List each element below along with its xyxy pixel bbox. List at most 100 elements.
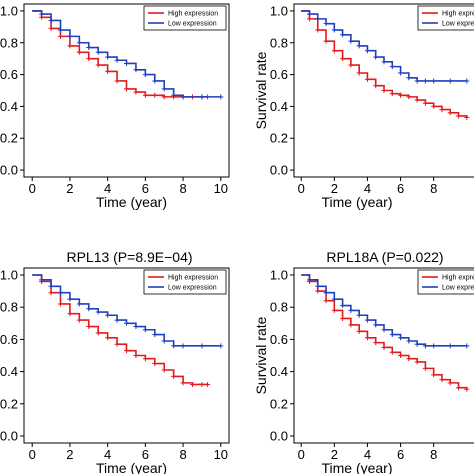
censor-mark bbox=[161, 338, 167, 344]
censor-mark bbox=[422, 365, 428, 371]
censor-mark bbox=[447, 380, 453, 386]
censor-mark bbox=[105, 68, 111, 74]
censor-mark bbox=[39, 277, 45, 283]
censor-mark bbox=[152, 92, 158, 98]
censor-mark bbox=[315, 16, 321, 22]
y-tick-label: 0.4 bbox=[270, 364, 288, 379]
censor-mark bbox=[464, 78, 470, 84]
legend-box bbox=[417, 5, 474, 31]
x-tick-label: 0 bbox=[298, 181, 305, 196]
censor-mark bbox=[76, 301, 82, 307]
censor-mark bbox=[133, 89, 139, 95]
censor-mark bbox=[406, 338, 412, 344]
censor-mark bbox=[218, 343, 224, 349]
censor-mark bbox=[398, 70, 404, 76]
censor-mark bbox=[356, 312, 362, 318]
censor-mark bbox=[464, 343, 470, 349]
y-tick-label: 0.2 bbox=[0, 396, 18, 411]
censor-mark bbox=[199, 343, 205, 349]
censor-mark bbox=[152, 332, 158, 338]
censor-mark bbox=[171, 343, 177, 349]
censor-mark bbox=[356, 328, 362, 334]
censor-mark bbox=[152, 361, 158, 367]
y-tick-label: 0.2 bbox=[270, 131, 288, 146]
x-axis-label: Time (year) bbox=[321, 194, 392, 210]
y-tick-label: 1.0 bbox=[0, 3, 18, 18]
censor-mark bbox=[95, 62, 101, 68]
legend-label-high: High expression bbox=[442, 11, 474, 18]
x-tick-label: 8 bbox=[430, 181, 437, 196]
legend-label-high: High expression bbox=[168, 275, 218, 282]
y-tick-label: 0.6 bbox=[0, 332, 18, 347]
censor-mark bbox=[306, 16, 312, 22]
plot-area bbox=[301, 274, 470, 392]
censor-mark bbox=[348, 307, 354, 313]
x-tick-label: 2 bbox=[66, 447, 73, 462]
censor-mark bbox=[190, 381, 196, 387]
x-tick-label: 8 bbox=[179, 181, 186, 196]
censor-mark bbox=[142, 92, 148, 98]
x-tick-label: 2 bbox=[66, 181, 73, 196]
censor-mark bbox=[76, 40, 82, 46]
censor-mark bbox=[57, 27, 63, 33]
x-tick-label: 8 bbox=[430, 447, 437, 462]
censor-mark bbox=[381, 344, 387, 350]
censor-mark bbox=[48, 283, 54, 289]
censor-mark bbox=[105, 335, 111, 341]
x-tick-label: 0 bbox=[29, 447, 36, 462]
legend-label-low: Low expression bbox=[168, 21, 217, 28]
censor-mark bbox=[398, 335, 404, 341]
y-tick-label: 0.0 bbox=[0, 163, 18, 178]
censor-mark bbox=[67, 33, 73, 39]
censor-mark bbox=[315, 283, 321, 289]
survival-curve-low bbox=[32, 274, 221, 347]
censor-mark bbox=[340, 315, 346, 321]
censor-mark bbox=[414, 97, 420, 103]
censor-mark bbox=[57, 301, 63, 307]
y-axis-label: Survival rate bbox=[253, 51, 269, 129]
y-tick-label: 0.0 bbox=[0, 429, 18, 444]
censor-mark bbox=[406, 75, 412, 81]
censor-mark bbox=[431, 78, 437, 84]
censor-mark bbox=[67, 311, 73, 317]
x-tick-label: 6 bbox=[142, 181, 149, 196]
legend: High expression Low expression bbox=[417, 5, 474, 31]
x-axis-label: Time (year) bbox=[96, 460, 167, 474]
y-tick-label: 0.4 bbox=[0, 364, 18, 379]
censor-mark bbox=[142, 72, 148, 78]
legend-label-low: Low expression bbox=[442, 285, 474, 292]
censor-mark bbox=[161, 367, 167, 373]
x-axis-label: Time (year) bbox=[321, 460, 392, 474]
x-tick-label: 4 bbox=[364, 447, 371, 462]
legend-label-high: High expression bbox=[168, 11, 218, 18]
panel-title: RPL13 (P=8.9E−04) bbox=[66, 249, 192, 265]
censor-mark bbox=[133, 353, 139, 358]
censor-mark bbox=[124, 60, 129, 66]
censor-mark bbox=[447, 78, 453, 84]
plot-area bbox=[32, 274, 224, 387]
y-tick-label: 0.2 bbox=[270, 396, 288, 411]
censor-mark bbox=[323, 38, 329, 44]
censor-mark bbox=[364, 48, 370, 54]
censor-mark bbox=[306, 11, 312, 17]
y-tick-label: 1.0 bbox=[270, 268, 288, 283]
plot-area bbox=[32, 10, 224, 100]
plot-area bbox=[301, 10, 470, 121]
censor-mark bbox=[331, 27, 337, 33]
x-tick-label: 4 bbox=[104, 181, 111, 196]
censor-mark bbox=[199, 94, 205, 100]
x-tick-label: 4 bbox=[364, 181, 371, 196]
plot-frame bbox=[23, 3, 230, 178]
censor-mark bbox=[142, 327, 148, 333]
legend-label-low: Low expression bbox=[168, 285, 217, 292]
y-axis-label: Survival rate bbox=[253, 316, 269, 394]
x-axis-label: Time (year) bbox=[96, 194, 167, 210]
legend-label-low: Low expression bbox=[442, 21, 474, 28]
y-tick-label: 0.4 bbox=[270, 99, 288, 114]
plot-frame bbox=[293, 3, 474, 178]
censor-mark bbox=[124, 348, 129, 354]
censor-mark bbox=[389, 64, 395, 70]
x-tick-label: 6 bbox=[142, 447, 149, 462]
km-panel-3: 0.0 0.2 0.4 0.6 0.8 1.0 0 2 4 6 8 10 Time (year) RPL1… bbox=[0, 249, 230, 474]
censor-mark bbox=[57, 290, 63, 296]
